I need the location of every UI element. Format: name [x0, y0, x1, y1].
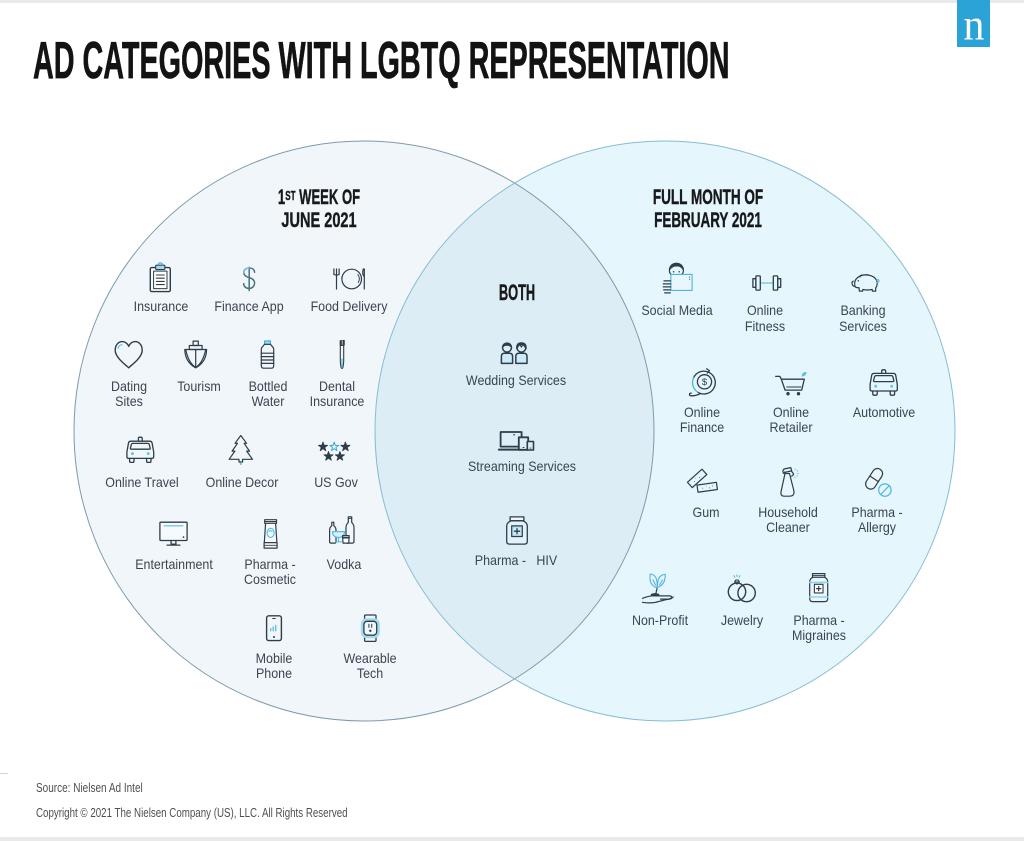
svg-text:$: $ [702, 377, 708, 388]
